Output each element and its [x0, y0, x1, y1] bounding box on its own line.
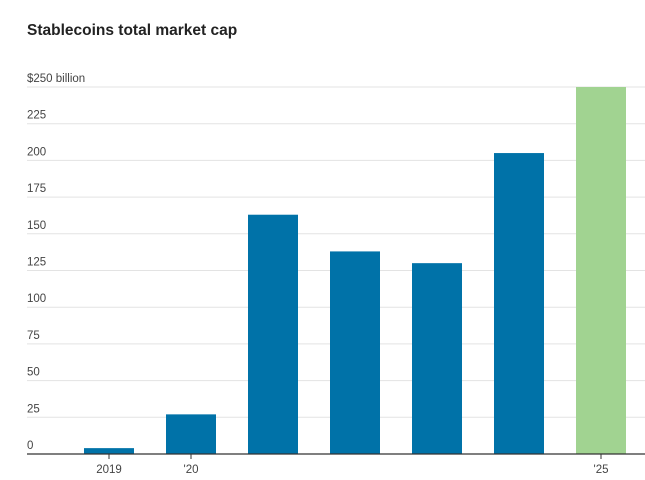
tick-labels: 0 25 50 75 100 125 150 175 200 225 $250 billion 201…	[27, 73, 609, 476]
bars	[84, 87, 626, 454]
y-tick-label: 150	[27, 220, 46, 232]
x-tick-label: '25	[594, 464, 609, 476]
y-tick-label: 175	[27, 183, 46, 195]
y-tick-label: 75	[27, 330, 40, 342]
x-tick-label: '20	[184, 464, 199, 476]
x-axis	[27, 453, 645, 459]
bar	[84, 448, 134, 454]
x-tick-label: 2019	[96, 464, 122, 476]
y-tick-label: 25	[27, 403, 40, 415]
y-tick-label: 125	[27, 257, 46, 269]
bar	[412, 263, 462, 454]
bar	[576, 87, 626, 454]
y-tick-label: 0	[27, 440, 33, 452]
y-tick-label: 50	[27, 367, 40, 379]
bar	[330, 251, 380, 454]
chart-title: Stablecoins total market cap	[27, 22, 238, 39]
y-tick-label: $250 billion	[27, 73, 85, 85]
bar	[166, 414, 216, 454]
bar	[494, 153, 544, 454]
y-tick-label: 200	[27, 146, 46, 158]
bar	[248, 214, 298, 454]
y-tick-label: 225	[27, 110, 46, 122]
y-tick-label: 100	[27, 293, 46, 305]
